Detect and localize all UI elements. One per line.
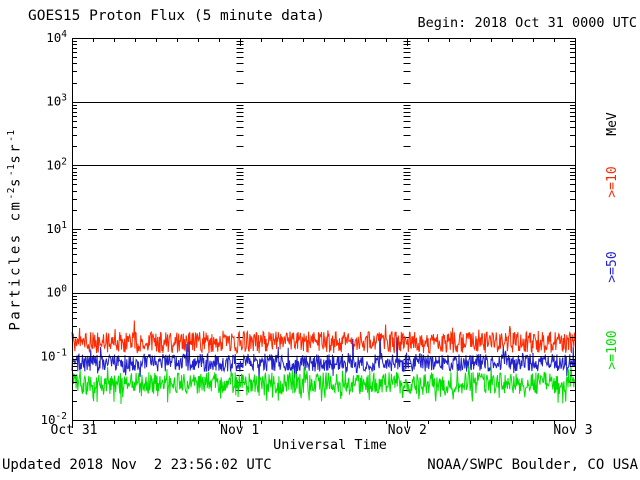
- y-tick-label-1e-2: 10-2: [40, 411, 67, 427]
- y-tick-label-1e1: 101: [46, 220, 67, 236]
- series-path-protons_ge_10MeV: [71, 320, 576, 355]
- plot-frame: [72, 38, 576, 421]
- y-tick-label-1e3: 103: [46, 93, 67, 109]
- x-tick-label-day0: Oct 31: [51, 423, 98, 438]
- legend-label-ge100: >=100: [605, 330, 620, 370]
- source-attribution: NOAA/SWPC Boulder, CO USA: [427, 457, 638, 473]
- y-tick-label-1e0: 100: [46, 284, 67, 300]
- decade-grid-lines: [72, 102, 575, 357]
- data-series: [71, 320, 576, 405]
- series-path-protons_ge_100MeV: [71, 365, 576, 405]
- y-tick-labels: 104 103 102 101 100 10-1 10-2: [40, 29, 67, 427]
- chart-title: GOES15 Proton Flux (5 minute data): [28, 8, 325, 24]
- begin-timestamp: Begin: 2018 Oct 31 0000 UTC: [417, 15, 637, 31]
- updated-timestamp: Updated 2018 Nov 2 23:56:02 UTC: [2, 457, 272, 473]
- series-path-protons_ge_50MeV: [71, 337, 576, 381]
- y-tick-label-1e4: 104: [46, 29, 67, 45]
- x-tick-label-day1: Nov 1: [220, 423, 259, 438]
- x-tick-label-day2: Nov 2: [388, 423, 427, 438]
- y-tick-label-1e-1: 10-1: [40, 347, 67, 363]
- y-tick-label-1e2: 102: [46, 156, 67, 172]
- chart-graphics: 104 103 102 101 100 10-1 10-2: [40, 29, 576, 428]
- x-tick-label-day3: Nov 3: [553, 423, 592, 438]
- x-axis-title: Universal Time: [273, 437, 387, 453]
